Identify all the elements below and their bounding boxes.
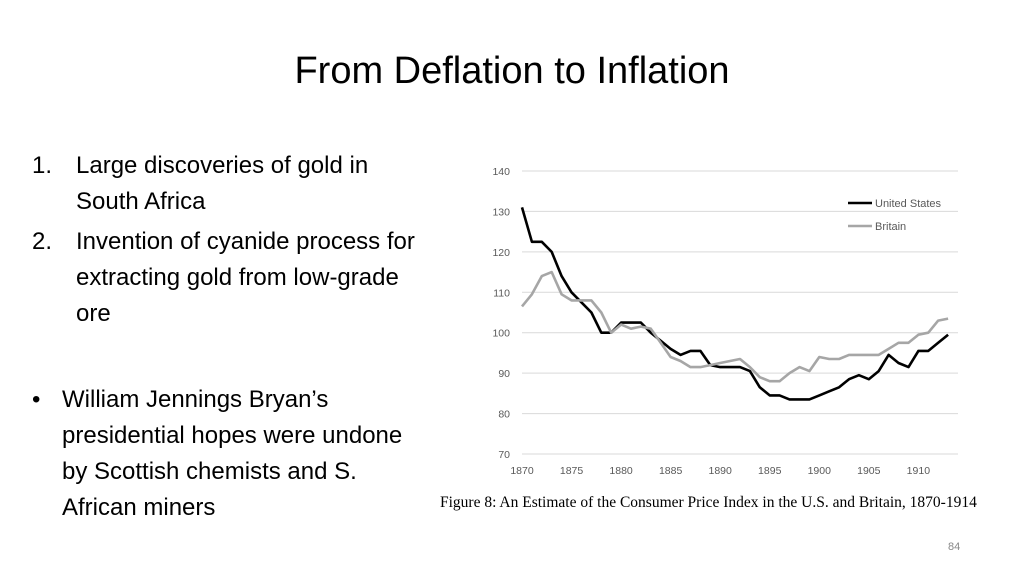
bullet-icon: •	[32, 386, 41, 413]
cpi-chart: 70 80 90 100 110 120 130 140 1870 1875 1880 1885 189…	[430, 155, 990, 485]
x-tick-label: 1870	[510, 465, 534, 477]
y-tick-label: 140	[492, 166, 510, 178]
x-tick-label: 1900	[808, 465, 832, 477]
slide-title: From Deflation to Inflation	[294, 50, 730, 92]
y-tick-label: 110	[493, 287, 510, 299]
x-tick-label: 1890	[709, 465, 733, 477]
cpi-chart-svg: 70 80 90 100 110 120 130 140 1870 1875 1880 1885 189…	[492, 166, 958, 477]
numbered-list: 1. Large discoveries of gold in South Af…	[32, 148, 432, 336]
page-number: 84	[948, 541, 961, 553]
x-tick-label: 1880	[609, 465, 633, 477]
y-tick-label: 90	[498, 368, 510, 380]
legend-label: United States	[875, 198, 942, 210]
list-item: 2. Invention of cyanide process for extr…	[32, 224, 432, 332]
x-tick-label: 1875	[560, 465, 584, 477]
y-tick-label: 100	[492, 328, 510, 340]
x-tick-label: 1910	[907, 465, 931, 477]
x-tick-label: 1905	[857, 465, 881, 477]
list-number: 2.	[32, 228, 53, 255]
legend-label: Britain	[875, 221, 906, 233]
list-text: Large discoveries of gold in South Afric…	[76, 152, 369, 215]
x-tick-label: 1885	[659, 465, 683, 477]
y-tick-label: 120	[492, 247, 510, 259]
y-tick-label: 80	[498, 409, 510, 421]
list-text: Invention of cyanide process for extract…	[76, 228, 415, 327]
figure-caption: Figure 8: An Estimate of the Consumer Pr…	[440, 494, 977, 511]
series-line-united-states	[520, 207, 949, 401]
x-tick-label: 1895	[758, 465, 782, 477]
bullet-point: • William Jennings Bryan’s presidential …	[32, 382, 432, 526]
list-item: 1. Large discoveries of gold in South Af…	[32, 148, 432, 220]
series-line-britain	[520, 270, 949, 383]
y-tick-label: 130	[492, 206, 510, 218]
list-number: 1.	[32, 152, 53, 179]
bullet-text: William Jennings Bryan’s presidential ho…	[62, 386, 403, 521]
y-tick-label: 70	[498, 449, 510, 461]
